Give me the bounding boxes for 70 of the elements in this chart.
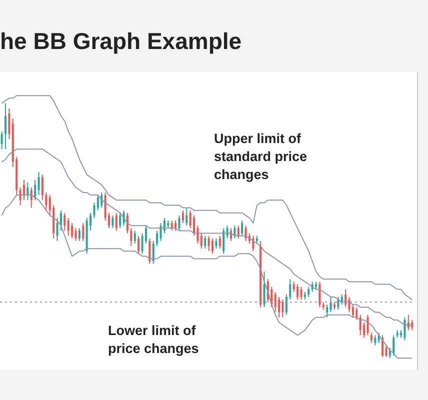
candlestick [289,278,292,300]
candlestick [56,217,58,242]
candlestick [160,222,162,242]
candlestick [174,220,177,232]
candlestick [178,214,180,232]
candlestick [204,235,206,250]
candlestick [182,210,184,224]
candlestick [4,102,7,150]
candlestick [45,192,48,211]
candlestick [263,271,266,308]
candlestick [326,304,328,318]
candlestick [96,194,99,211]
candlestick [119,212,122,229]
candlestick [218,235,221,250]
candlestick [152,240,154,264]
candlestick [189,210,192,229]
candlestick [67,217,70,236]
candlestick [134,230,136,244]
candlestick [93,202,96,218]
candlestick [230,228,232,242]
candlestick [296,284,299,300]
candlestick [244,225,247,242]
candlestick [104,192,106,222]
candlestick [64,212,66,232]
candlestick [366,314,369,336]
candlestick [226,225,228,239]
candlestick [115,212,118,232]
candlestick [208,235,210,252]
candlestick [112,214,114,229]
annotation: Lower limit of price changes [108,322,200,358]
candlestick [148,238,151,264]
candlestick [337,296,340,310]
candlestick [404,316,406,341]
candlestick [212,238,214,254]
chart-title: he BB Graph Example [0,28,242,55]
candlestick [8,108,10,140]
candlestick [318,281,321,308]
candlestick [82,222,84,242]
candlestick [38,172,40,196]
candlestick [71,222,74,239]
candlestick [278,296,280,318]
candlestick [41,174,44,201]
candlestick [237,225,240,239]
candlestick [186,207,188,226]
candlestick [374,334,376,346]
candlestick [285,294,288,316]
candlestick [78,228,80,242]
candlestick [200,232,202,250]
candlestick [282,299,284,318]
candlestick [241,220,244,236]
candlestick [348,296,350,313]
candlestick [156,230,158,247]
annotation: Upper limit of standard price changes [214,130,308,184]
candlestick [130,228,132,247]
candlestick [300,286,302,300]
candlestick [308,286,310,298]
candlestick [274,291,276,313]
candlestick [0,130,3,150]
candlestick [370,332,372,344]
candlestick [138,235,140,254]
candlestick [22,179,25,201]
candlestick [356,306,358,320]
candlestick [215,238,218,250]
candlestick [34,179,36,201]
candlestick [330,296,332,313]
candlestick [74,228,77,242]
candlestick [234,225,236,239]
candlestick [392,334,395,356]
candlestick [222,228,225,254]
candlestick [26,182,29,201]
